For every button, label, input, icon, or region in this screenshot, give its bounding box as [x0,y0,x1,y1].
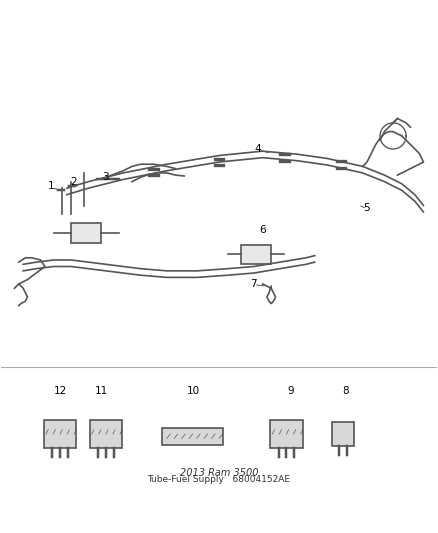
Text: 6: 6 [259,224,266,235]
Bar [44,420,77,448]
Text: 11: 11 [95,385,108,395]
FancyBboxPatch shape [241,245,271,264]
Text: 9: 9 [287,385,294,395]
Text: 4: 4 [255,144,261,154]
Text: 2013 Ram 3500: 2013 Ram 3500 [180,468,258,478]
Text: Tube-Fuel Supply   68004152AE: Tube-Fuel Supply 68004152AE [148,475,290,484]
Bar [162,427,223,445]
Text: 10: 10 [186,385,199,395]
Text: 8: 8 [342,385,349,395]
Text: 12: 12 [53,385,67,395]
Bar [270,420,303,448]
Bar [89,420,122,448]
Text: 7: 7 [251,279,257,289]
Text: 2: 2 [70,176,77,187]
Text: 5: 5 [364,203,370,213]
Bar [332,422,354,446]
FancyBboxPatch shape [71,223,102,243]
Text: 1: 1 [48,181,55,191]
Text: 3: 3 [102,172,109,182]
